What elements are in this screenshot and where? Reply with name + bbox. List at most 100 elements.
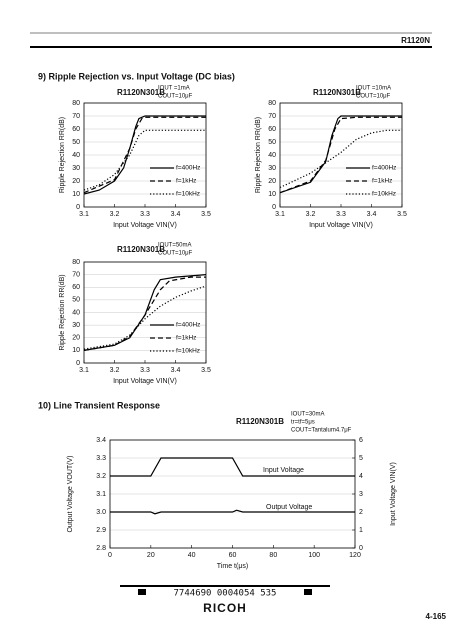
chart-title: R1120N301B — [117, 88, 165, 97]
y-tick-label: 20 — [72, 335, 80, 342]
series-label: Output Voltage — [266, 504, 312, 511]
series-line — [83, 285, 207, 350]
x-tick-label: 3.2 — [110, 367, 120, 374]
condition: COUT=10μF — [356, 94, 391, 100]
x-tick-label: 3.3 — [336, 211, 346, 218]
condition: IOUT=30mA — [291, 412, 325, 418]
y-tick-label: 40 — [72, 309, 80, 316]
y-tick-label: 0 — [76, 360, 80, 367]
y-tick-label: 30 — [72, 322, 80, 329]
x-tick-label: 3.2 — [306, 211, 316, 218]
series-line — [83, 116, 206, 194]
y-tick-label: 30 — [72, 165, 80, 172]
y2-tick-label: 0 — [359, 545, 363, 552]
plot-frame — [83, 261, 207, 364]
code-mark — [304, 589, 312, 595]
y-tick-label: 3.2 — [96, 473, 106, 480]
condition: IOUT =10mA — [356, 86, 391, 92]
plot-frame — [83, 102, 207, 208]
x-tick-label: 100 — [308, 552, 320, 559]
y-tick-label: 10 — [268, 191, 276, 198]
x-tick-label: 3.4 — [367, 211, 377, 218]
code-mark — [138, 589, 146, 595]
series-line — [110, 457, 355, 477]
y-tick-label: 3.3 — [96, 455, 106, 462]
y-tick-label: 10 — [72, 191, 80, 198]
y-tick-label: 70 — [72, 113, 80, 120]
y2-tick-label: 6 — [359, 437, 363, 444]
x-tick-label: 3.1 — [79, 367, 89, 374]
x-tick-label: 80 — [269, 552, 277, 559]
y-tick-label: 2.9 — [96, 527, 106, 534]
product-name: R1120N — [401, 36, 430, 45]
chart-title: R1120N301B — [313, 88, 361, 97]
y2-tick-label: 4 — [359, 473, 363, 480]
y-tick-label: 50 — [268, 139, 276, 146]
y-tick-label: 60 — [72, 126, 80, 133]
y-tick-label: 80 — [268, 100, 276, 107]
x-axis-label: Time t(μs) — [217, 563, 248, 570]
x-tick-label: 20 — [147, 552, 155, 559]
legend-label: f=1kHz — [372, 178, 392, 185]
y2-tick-label: 2 — [359, 509, 363, 516]
y-tick-label: 0 — [272, 204, 276, 211]
x-tick-label: 3.4 — [171, 211, 181, 218]
y2-axis-label: Input Voltage VIN(V) — [390, 462, 397, 526]
y-axis-label: Ripple Rejection RR(dB) — [59, 117, 66, 193]
condition: COUT=Tantalum4.7μF — [291, 428, 352, 434]
series-line — [83, 276, 206, 351]
series-label: Input Voltage — [263, 467, 304, 474]
x-tick-label: 3.3 — [140, 211, 150, 218]
x-tick-label: 3.1 — [275, 211, 285, 218]
y-tick-label: 3.4 — [96, 437, 106, 444]
plot-frame — [279, 102, 403, 208]
chart-title: R1120N301B — [117, 245, 165, 254]
condition: IOUT =1mA — [158, 86, 190, 92]
y-axis-label: Ripple Rejection RR(dB) — [255, 117, 262, 193]
legend-label: f=10kHz — [176, 348, 200, 355]
page-number: 4-165 — [426, 612, 447, 621]
y-tick-label: 80 — [72, 259, 80, 266]
x-tick-label: 120 — [349, 552, 361, 559]
x-tick-label: 0 — [108, 552, 112, 559]
y-tick-label: 70 — [268, 113, 276, 120]
x-axis-label: Input Voltage VIN(V) — [309, 222, 373, 229]
y-tick-label: 40 — [268, 152, 276, 159]
condition: COUT=10μF — [158, 94, 193, 100]
y2-tick-label: 3 — [359, 491, 363, 498]
footer-code: 7744690 0004054 535 — [174, 589, 277, 599]
legend-label: f=10kHz — [176, 191, 200, 198]
y-tick-label: 80 — [72, 100, 80, 107]
x-tick-label: 40 — [188, 552, 196, 559]
section-title: 9) Ripple Rejection vs. Input Voltage (D… — [38, 71, 235, 81]
condition: tr=tf=5μs — [291, 420, 315, 426]
y-tick-label: 30 — [268, 165, 276, 172]
x-tick-label: 3.1 — [79, 211, 89, 218]
y-tick-label: 50 — [72, 297, 80, 304]
condition: COUT=10μF — [158, 251, 193, 257]
plot-frame — [109, 439, 356, 549]
y-axis-label: Output Voltage VOUT(V) — [67, 455, 74, 532]
x-tick-label: 3.5 — [397, 211, 407, 218]
legend-label: f=1kHz — [176, 335, 196, 342]
condition: IOUT=50mA — [158, 243, 192, 249]
x-tick-label: 3.3 — [140, 367, 150, 374]
x-tick-label: 3.5 — [201, 211, 211, 218]
x-tick-label: 60 — [229, 552, 237, 559]
brand: RICOH — [203, 601, 247, 615]
x-tick-label: 3.4 — [171, 367, 181, 374]
legend-label: f=10kHz — [372, 191, 396, 198]
legend-label: f=400Hz — [372, 165, 396, 172]
x-tick-label: 3.5 — [201, 367, 211, 374]
y-tick-label: 3.1 — [96, 491, 106, 498]
y2-tick-label: 5 — [359, 455, 363, 462]
y-tick-label: 60 — [268, 126, 276, 133]
legend-label: f=400Hz — [176, 165, 200, 172]
series-line — [279, 129, 402, 189]
y-tick-label: 70 — [72, 271, 80, 278]
series-line — [83, 129, 206, 191]
y-tick-label: 20 — [268, 178, 276, 185]
series-line — [279, 115, 402, 194]
